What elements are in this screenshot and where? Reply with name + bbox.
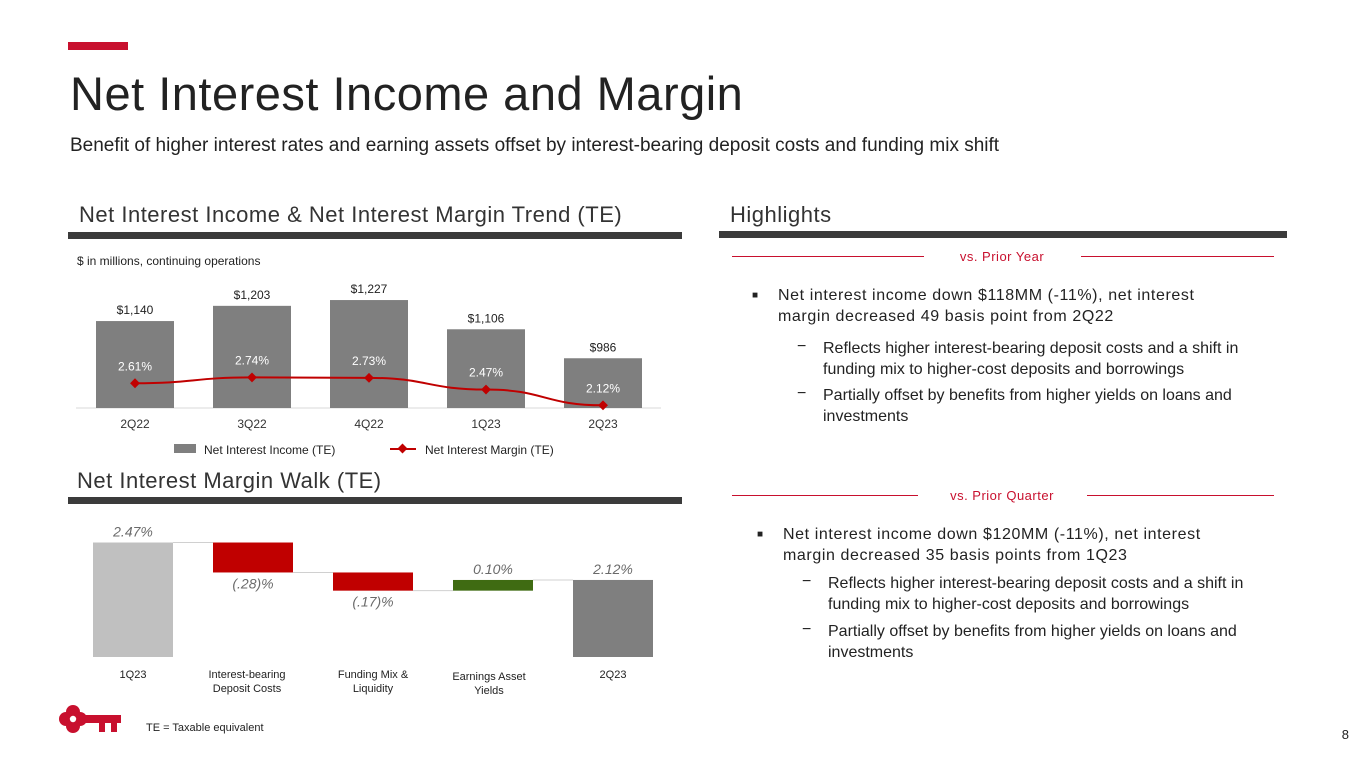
legend-label-nii: Net Interest Income (TE) [204,443,335,457]
x-tick-label: 1Q23 [471,417,501,431]
nii-value-label: $1,203 [234,288,271,302]
nii-value-label: $1,227 [351,282,388,296]
nii-value-label: $986 [590,340,617,354]
nim-value-label: 2.74% [235,353,269,367]
x-tick-label: 2Q22 [120,417,150,431]
nim-point [598,400,608,411]
nii-value-label: $1,106 [468,311,505,325]
trend-section-title: Net Interest Income & Net Interest Margi… [79,202,623,227]
x-tick-label: 4Q22 [354,417,384,431]
nim-walk-chart: 2.47% (.28)% (.17)% 0.10% 2.12% 1Q23 Interest-… [93,524,653,697]
walk-value-label: 2.12% [592,561,633,577]
sub-dash: − [797,338,807,355]
trend-section-rule [68,232,682,239]
walk-bar [333,572,413,591]
walk-section-rule [68,497,682,504]
yoy-sub-1: Reflects higher interest-bearing deposit… [823,340,1239,378]
vs-prior-quarter-label: vs. Prior Quarter [950,488,1054,503]
walk-section-title: Net Interest Margin Walk (TE) [77,468,382,493]
nim-point [481,384,491,395]
bullet-marker: ■ [757,529,764,540]
walk-value-label: (.28)% [232,575,273,591]
page-number: 8 [1341,727,1349,742]
walk-value-label: 0.10% [473,561,513,577]
yoy-sub-2: Partially offset by benefits from higher… [823,387,1232,425]
nim-value-label: 2.61% [118,359,152,373]
bullet-marker: ■ [752,290,759,301]
page-title: Net Interest Income and Margin [70,67,744,120]
walk-category-label: Funding Mix & Liquidity [338,669,409,695]
nii-bar [213,305,291,408]
vs-prior-year-rule-right [1081,256,1274,257]
vs-prior-quarter-rule-right [1087,495,1274,496]
nim-value-label: 2.12% [586,381,620,395]
walk-bar [213,542,293,573]
legend-marker-nim [397,443,408,454]
nii-value-label: $1,140 [117,303,154,317]
walk-value-label: 2.47% [112,524,153,540]
footnote: TE = Taxable equivalent [146,722,264,734]
yoy-bullet: Net interest income down $118MM (-11%), … [778,287,1195,325]
walk-category-label: Earnings Asset Yields [452,671,525,697]
qoq-sub-2: Partially offset by benefits from higher… [828,623,1237,661]
walk-bar [453,579,533,591]
vs-prior-year-label: vs. Prior Year [959,249,1045,264]
nii-bar [564,358,642,408]
vs-prior-year-rule-left [732,256,924,257]
legend-swatch-nii [174,444,196,453]
walk-value-label: (.17)% [352,594,393,610]
walk-bar [93,542,173,657]
walk-category-label: 1Q23 [120,669,147,681]
x-tick-label: 3Q22 [237,417,267,431]
sub-dash: − [797,385,807,402]
trend-units-note: $ in millions, continuing operations [77,254,261,268]
walk-category-label: Interest-bearing Deposit Costs [208,669,285,695]
sub-dash: − [802,573,812,590]
legend-label-nim: Net Interest Margin (TE) [425,443,554,457]
highlights-rule [719,231,1287,238]
walk-category-label: 2Q23 [600,669,627,681]
nii-bar [96,321,174,408]
nii-bar [330,300,408,408]
qoq-bullet: Net interest income down $120MM (-11%), … [783,526,1201,564]
nim-value-label: 2.47% [469,366,503,380]
highlights-title: Highlights [730,202,832,227]
page-subtitle: Benefit of higher interest rates and ear… [70,135,1000,156]
nim-point [247,372,257,383]
x-tick-label: 2Q23 [588,417,618,431]
nii-nim-trend-chart: $1,140 2Q22 2.61% $1,203 3Q22 2.74% $1,227 4Q22… [76,282,661,457]
vs-prior-quarter-rule-left [732,495,918,496]
walk-bar [573,579,653,657]
qoq-sub-1: Reflects higher interest-bearing deposit… [828,575,1244,613]
nim-value-label: 2.73% [352,354,386,368]
accent-bar [68,42,128,50]
key-logo-icon [59,705,121,733]
nii-bar [447,329,525,408]
sub-dash: − [802,621,812,638]
